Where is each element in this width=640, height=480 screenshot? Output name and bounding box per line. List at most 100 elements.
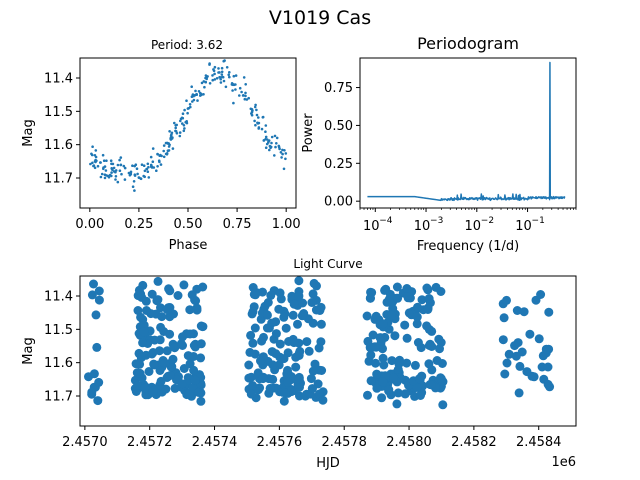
light-curve-point	[417, 295, 427, 305]
light-curve-point	[141, 296, 151, 306]
light-curve-point	[304, 346, 314, 356]
light-curve-point	[92, 342, 102, 352]
light-curve-point	[265, 383, 275, 393]
light-curve-point	[248, 381, 258, 391]
light-curve-point	[148, 348, 158, 357]
phase-point	[173, 121, 176, 125]
phase-point	[151, 147, 155, 150]
light-curve-point	[427, 342, 437, 351]
phase-point	[250, 110, 254, 114]
phase-point	[127, 171, 131, 175]
light-curve-point	[165, 329, 175, 339]
phase-point	[99, 161, 102, 164]
phase-point	[281, 152, 284, 156]
phase-point	[230, 82, 234, 85]
phase-point	[280, 156, 283, 159]
phase-point	[119, 156, 123, 159]
phase-point	[240, 90, 243, 94]
phase-point	[174, 124, 177, 127]
phase-point	[204, 74, 208, 77]
phase-point	[265, 138, 269, 141]
light-curve-point	[378, 319, 388, 329]
phase-plot-xlabel: Phase	[169, 238, 208, 253]
phase-point	[279, 151, 283, 154]
phase-point	[102, 167, 105, 171]
phase-point	[171, 136, 174, 139]
phase-point	[105, 159, 108, 162]
xtick-label: 2.4582	[451, 435, 497, 450]
phase-plot-frame	[79, 57, 297, 209]
light-curve-point	[427, 365, 437, 375]
light-curve-point	[177, 379, 187, 389]
phase-point	[182, 129, 186, 133]
phase-point	[227, 73, 230, 77]
phase-point	[100, 172, 104, 176]
light-curve-point	[510, 341, 520, 351]
light-curve-point	[423, 305, 433, 314]
xtick-label: 2.4578	[321, 435, 367, 450]
xtick-label: 2.4574	[192, 435, 238, 450]
light-curve-point	[410, 360, 420, 370]
light-curve-point	[287, 291, 297, 301]
phase-plot-title: Period: 3.62	[151, 38, 223, 52]
phase-point	[199, 94, 202, 97]
phase-point	[247, 96, 250, 100]
light-curve-point	[298, 298, 308, 308]
phase-point	[162, 149, 165, 153]
light-curve-point	[247, 309, 257, 319]
light-curve-point	[87, 290, 97, 300]
light-curve-point	[392, 282, 402, 292]
phase-point	[94, 160, 97, 164]
light-curve-point	[268, 374, 278, 384]
ytick-label: 11.5	[44, 323, 73, 338]
phase-point	[284, 152, 288, 155]
phase-point	[217, 71, 220, 74]
light-curve-point	[244, 360, 254, 370]
light-curve-point	[94, 286, 104, 296]
light-curve-point	[135, 359, 145, 369]
xtick-label: 0.75	[223, 217, 252, 232]
phase-point	[155, 169, 158, 172]
light-curve-point	[308, 366, 318, 376]
phase-point	[208, 62, 211, 65]
light-curve-point	[386, 310, 396, 320]
phase-point	[145, 167, 148, 171]
phase-point	[197, 90, 201, 93]
phase-point	[242, 94, 245, 97]
light-curve-point	[257, 336, 267, 346]
light-curve-point	[502, 295, 511, 305]
light-curve-point	[371, 358, 380, 368]
phase-point	[217, 67, 220, 70]
light-curve-point	[136, 312, 146, 322]
light-curve-point	[153, 276, 163, 286]
phase-point	[222, 59, 225, 63]
light-curve-point	[192, 305, 202, 315]
phase-point	[110, 171, 113, 174]
light-curve-xlabel: HJD	[316, 456, 340, 471]
light-curve-point	[196, 339, 206, 349]
light-curve-point	[147, 289, 157, 299]
phase-point	[264, 146, 268, 149]
light-curve-point	[522, 367, 532, 377]
light-curve-point	[392, 399, 402, 409]
light-curve-point	[393, 293, 403, 303]
light-curve-point	[267, 318, 277, 328]
light-curve-point	[291, 362, 301, 372]
phase-point	[89, 162, 92, 166]
phase-point	[99, 175, 103, 179]
light-curve-point	[268, 360, 278, 370]
phase-point	[166, 149, 170, 152]
light-curve-point	[189, 341, 199, 350]
light-curve-point	[156, 376, 166, 386]
phase-point	[132, 180, 136, 183]
phase-point	[254, 103, 257, 107]
phase-point	[270, 141, 273, 145]
xtick-label: 10	[363, 219, 380, 234]
phase-point	[156, 165, 159, 168]
light-curve-point	[93, 396, 103, 406]
phase-point	[103, 165, 107, 168]
phase-point	[142, 174, 145, 178]
phase-point	[91, 145, 94, 148]
light-curve-point	[512, 306, 522, 315]
phase-point	[260, 127, 264, 131]
